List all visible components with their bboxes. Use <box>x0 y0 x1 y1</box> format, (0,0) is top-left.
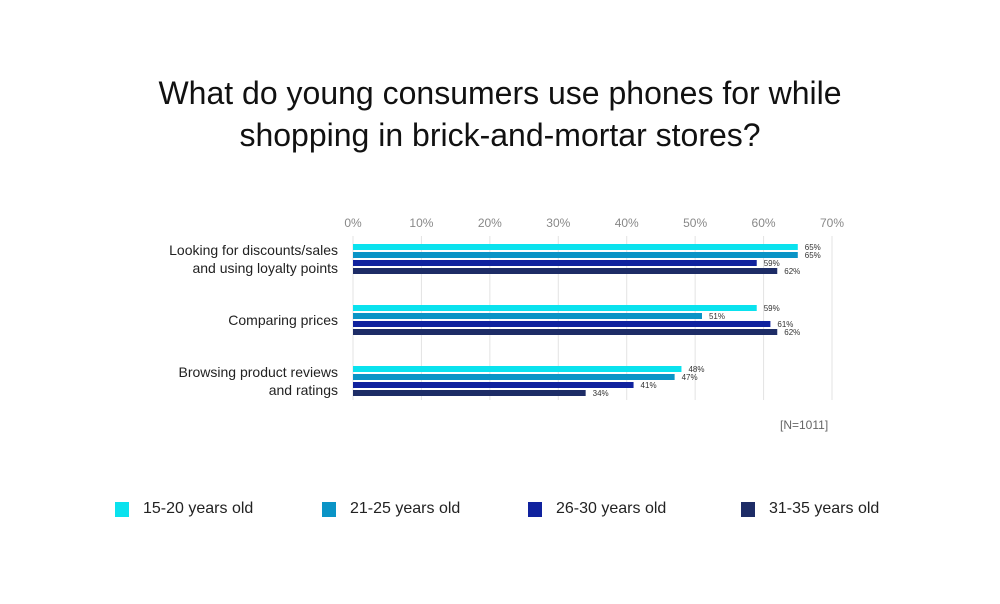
data-label: 41% <box>641 381 657 390</box>
bar <box>353 244 798 250</box>
x-tick-label: 10% <box>409 216 433 230</box>
x-tick-label: 70% <box>820 216 844 230</box>
legend-label: 21-25 years old <box>350 500 461 517</box>
category-label: Browsing product reviews <box>178 364 338 380</box>
legend-swatch <box>322 501 336 517</box>
x-tick-label: 40% <box>615 216 639 230</box>
data-label: 65% <box>805 251 821 260</box>
x-tick-label: 0% <box>344 216 362 230</box>
data-label: 48% <box>688 365 704 374</box>
category-label: Looking for discounts/sales <box>169 242 338 258</box>
bar <box>353 252 798 258</box>
legend-label: 15-20 years old <box>143 500 254 517</box>
x-tick-label: 50% <box>683 216 707 230</box>
data-label: 34% <box>593 389 609 398</box>
data-label: 62% <box>784 267 800 276</box>
bar <box>353 321 771 327</box>
bar <box>353 329 778 335</box>
data-label: 59% <box>764 259 780 268</box>
legend-item: 15-20 years old <box>115 500 253 518</box>
data-label: 62% <box>784 328 800 337</box>
data-label: 51% <box>709 312 725 321</box>
legend-item: 26-30 years old <box>528 500 666 518</box>
legend-item: 31-35 years old <box>741 500 879 518</box>
data-label: 47% <box>682 373 698 382</box>
bar <box>353 313 702 319</box>
bar <box>353 268 778 274</box>
bar <box>353 374 675 380</box>
sample-size-note: [N=1011] <box>780 418 829 432</box>
bar <box>353 366 682 372</box>
data-label: 65% <box>805 243 821 252</box>
legend-swatch <box>115 501 129 517</box>
category-label: and using loyalty points <box>192 260 338 276</box>
legend-swatch <box>741 501 755 517</box>
x-tick-label: 60% <box>752 216 776 230</box>
chart-title: What do young consumers use phones for w… <box>0 72 1000 156</box>
bar <box>353 260 757 266</box>
data-label: 59% <box>764 304 780 313</box>
legend-label: 31-35 years old <box>769 500 880 517</box>
category-label: and ratings <box>269 382 338 398</box>
title-line-1: What do young consumers use phones for w… <box>158 75 842 111</box>
bar <box>353 382 634 388</box>
x-tick-label: 20% <box>478 216 502 230</box>
bar <box>353 305 757 311</box>
title-line-2: shopping in brick-and-mortar stores? <box>239 117 761 153</box>
x-tick-label: 30% <box>546 216 570 230</box>
bar <box>353 390 586 396</box>
legend-label: 26-30 years old <box>556 500 667 517</box>
data-label: 61% <box>777 320 793 329</box>
legend-item: 21-25 years old <box>322 500 460 518</box>
category-label: Comparing prices <box>228 312 338 328</box>
legend-swatch <box>528 501 542 517</box>
